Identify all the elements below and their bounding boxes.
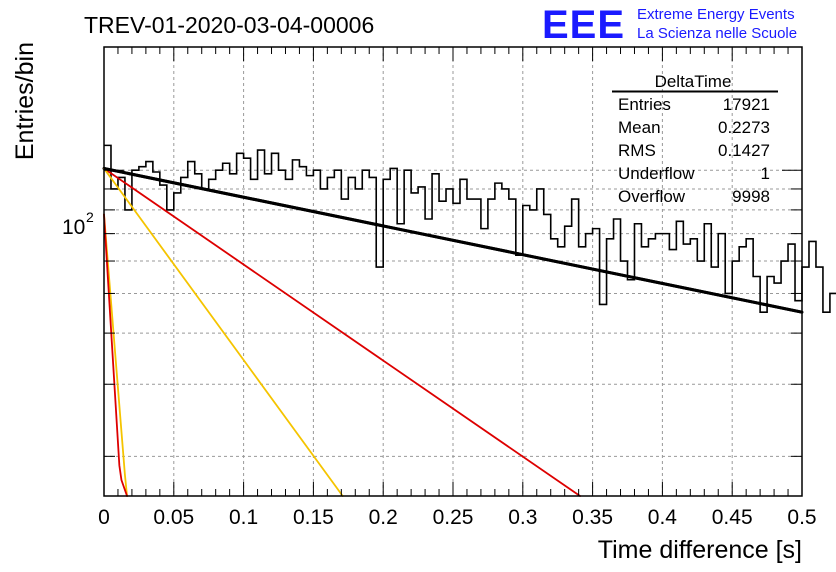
x-tick-label: 0.2 (369, 506, 398, 529)
x-tick-label: 0.1 (229, 506, 258, 529)
stats-box: DeltaTime Entries 17921 Mean 0.2273 RMS 0.142… (612, 72, 778, 206)
stats-label: Entries (618, 95, 671, 114)
y-axis-label: Entries/bin (11, 42, 39, 160)
stats-label: Mean (618, 118, 661, 137)
x-tick-label: 0 (98, 506, 110, 529)
stats-value: 0.2273 (718, 118, 770, 137)
x-tick-label: 0.15 (293, 506, 334, 529)
org-name-line1: Extreme Energy Events (637, 6, 795, 23)
stats-value: 9998 (732, 187, 770, 206)
x-tick-label: 0.05 (153, 506, 194, 529)
x-tick-label: 0.4 (648, 506, 678, 529)
fit-curve-3 (103, 213, 128, 497)
eee-logo: EEE (542, 3, 625, 47)
org-name-line2: La Scienza nelle Scuole (637, 25, 797, 42)
x-axis-label: Time difference [s] (598, 536, 802, 564)
fit-curve-4 (103, 213, 128, 497)
stats-value: 1 (761, 164, 770, 183)
stats-value: 17921 (723, 95, 770, 114)
fit-curve-total-overlay (103, 166, 803, 314)
fit-curve-2 (103, 167, 344, 497)
stats-label: Overflow (618, 187, 686, 206)
x-tick-label: 0.3 (508, 506, 537, 529)
x-tick-label: 0.5 (787, 506, 816, 529)
grid-lines (104, 46, 802, 496)
y-tick-label-exp: 2 (86, 209, 94, 225)
y-tick-label-base: 10 (62, 216, 85, 239)
x-tick-label: 0.35 (572, 506, 613, 529)
stats-value: 0.1427 (718, 141, 770, 160)
fit-curves (102, 166, 804, 497)
x-tick-label: 0.45 (712, 506, 753, 529)
fit-curve-1 (103, 167, 581, 497)
x-tick-label: 0.25 (433, 506, 474, 529)
plot-frame (103, 46, 803, 497)
stats-label: Underflow (618, 164, 695, 183)
run-title: TREV-01-2020-03-04-00006 (84, 12, 374, 38)
stats-label: RMS (618, 141, 656, 160)
stats-title: DeltaTime (655, 72, 732, 91)
axes: 0 0.05 0.1 0.15 0.2 0.25 0.3 0.35 0.4 0.45 0.5 (98, 46, 817, 529)
